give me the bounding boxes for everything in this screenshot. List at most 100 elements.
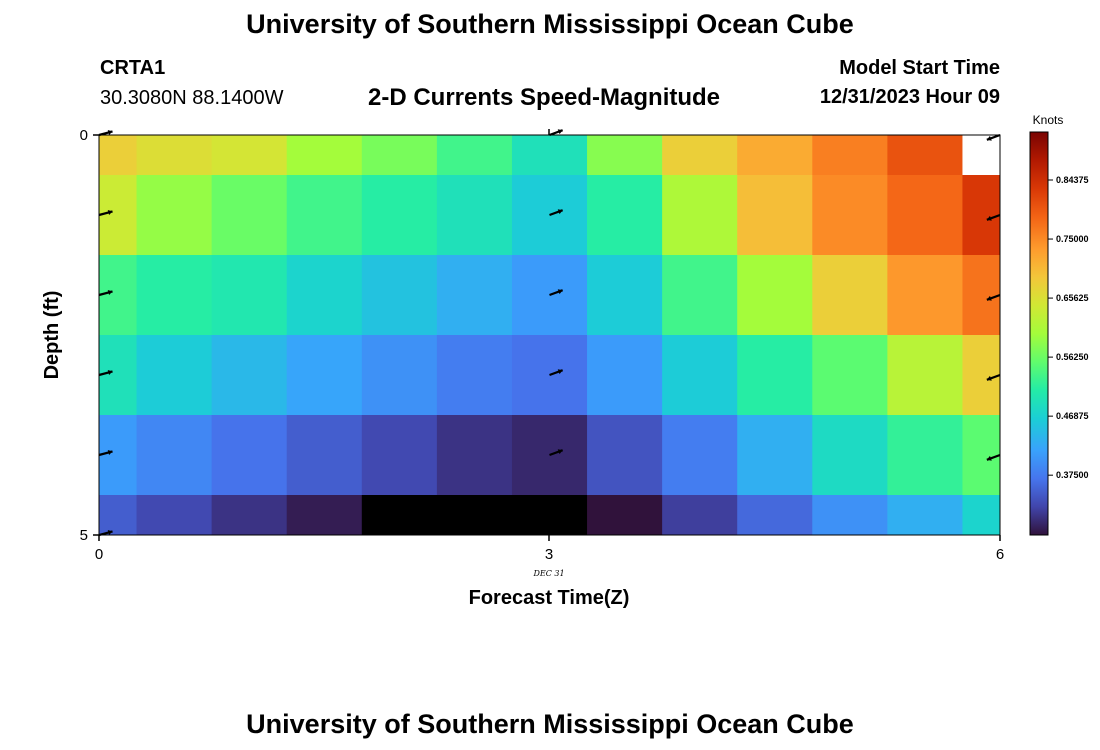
heatmap-cell: [962, 495, 1001, 536]
vector-head: [107, 369, 113, 376]
x-tick-label-3: 3: [545, 546, 553, 563]
heatmap-cell: [436, 415, 513, 496]
heatmap-cells: [99, 135, 1001, 536]
heatmap-cell: [887, 255, 963, 336]
heatmap-cell: [99, 135, 138, 176]
heatmap-cell: [436, 255, 513, 336]
vector-head: [557, 369, 563, 375]
heatmap-cell: [211, 495, 288, 536]
heatmap-cell: [286, 175, 363, 256]
heatmap-cell: [887, 135, 963, 176]
heatmap-cell: [962, 255, 1001, 336]
heatmap-cell: [737, 255, 813, 336]
heatmap-cell: [361, 335, 438, 416]
heatmap-cell: [962, 175, 1001, 256]
current-vector-arrow: [549, 209, 564, 217]
heatmap-cell: [286, 415, 363, 496]
heatmap-cell: [136, 255, 213, 336]
current-vector-arrow: [98, 209, 113, 217]
current-vector-arrow: [98, 529, 113, 537]
heatmap-cell: [99, 335, 138, 416]
heatmap-cell: [887, 175, 963, 256]
heatmap-cell: [812, 495, 888, 536]
heatmap-cell: [136, 495, 213, 536]
heatmap-cell: [99, 415, 138, 496]
heatmap-cell: [211, 335, 288, 416]
model-start-value: 12/31/2023 Hour 09: [819, 86, 1000, 108]
heatmap-cell: [136, 135, 213, 176]
vector-head: [557, 289, 563, 295]
colorbar-tick-label: 0.65625: [1056, 293, 1089, 303]
heatmap-cell: [286, 255, 363, 336]
y-tick-label-0: 0: [80, 127, 88, 144]
y-tick-label-5: 5: [80, 527, 88, 544]
heatmap-cell: [587, 175, 663, 256]
vector-head: [557, 129, 563, 135]
colorbar-tick-label: 0.56250: [1056, 352, 1089, 362]
vector-head: [107, 209, 113, 216]
heatmap-cell: [361, 175, 438, 256]
heatmap-cell: [887, 415, 963, 496]
x-tick-label-6: 6: [996, 546, 1004, 563]
heatmap-cell: [211, 255, 288, 336]
current-vector-arrow: [986, 373, 1001, 381]
heatmap-cell: [436, 135, 513, 176]
vector-head: [107, 529, 113, 536]
vector-head: [107, 449, 113, 456]
heatmap-cell: [887, 335, 963, 416]
heatmap-cell: [587, 415, 663, 496]
heatmap-cell: [737, 415, 813, 496]
colorbar-tick-label: 0.84375: [1056, 175, 1089, 185]
colorbar: [1029, 131, 1049, 536]
current-vector-arrow: [98, 369, 113, 377]
heatmap-cell: [662, 335, 738, 416]
colorbar-tick-label: 0.46875: [1056, 411, 1089, 421]
current-vector-arrow: [549, 369, 564, 377]
colorbar-tick-label: 0.75000: [1056, 234, 1089, 244]
heatmap-cell: [436, 335, 513, 416]
heatmap-cell: [99, 495, 138, 536]
current-vector-arrow: [986, 293, 1001, 301]
heatmap-cell: [286, 135, 363, 176]
heatmap-cell: [511, 135, 588, 176]
y-axis-title: Depth (ft): [41, 291, 63, 380]
current-vector-arrow: [98, 449, 113, 457]
vector-head: [107, 129, 113, 136]
heatmap-cell: [662, 255, 738, 336]
heatmap-cell: [737, 175, 813, 256]
vector-head: [986, 135, 992, 141]
current-vectors: [98, 129, 1001, 537]
heatmap-cell: [662, 135, 738, 176]
heatmap-cell: [962, 335, 1001, 416]
current-vector-arrow: [549, 289, 564, 297]
station-coordinates: 30.3080N 88.1400W: [100, 87, 284, 109]
current-vector-arrow: [98, 129, 113, 137]
heatmap-cell: [737, 135, 813, 176]
current-vector-arrow: [549, 129, 564, 137]
heatmap-cell: [211, 175, 288, 256]
colorbar-title: Knots: [1033, 113, 1064, 127]
vector-head: [107, 289, 113, 296]
date-label: DEC 31: [532, 569, 564, 578]
page-title: University of Southern Mississippi Ocean…: [246, 9, 854, 39]
vector-head: [986, 455, 992, 461]
x-axis-title: Forecast Time(Z): [469, 587, 630, 609]
chart-title: 2-D Currents Speed-Magnitude: [368, 84, 721, 111]
heatmap-cell: [587, 335, 663, 416]
heatmap-cell: [99, 255, 138, 336]
heatmap-cell: [587, 135, 663, 176]
current-vector-arrow: [986, 453, 1001, 461]
heatmap-cell: [136, 415, 213, 496]
heatmap-cell: [286, 495, 363, 536]
current-vector-arrow: [98, 289, 113, 297]
heatmap-cell: [662, 175, 738, 256]
heatmap-cell: [136, 335, 213, 416]
heatmap-cell: [436, 495, 513, 536]
vector-head: [557, 449, 563, 455]
vector-head: [986, 375, 992, 381]
heatmap-cell: [211, 415, 288, 496]
model-start-label: Model Start Time: [839, 57, 1000, 79]
current-vector-arrow: [549, 449, 564, 457]
x-tick-label-0: 0: [95, 546, 103, 563]
